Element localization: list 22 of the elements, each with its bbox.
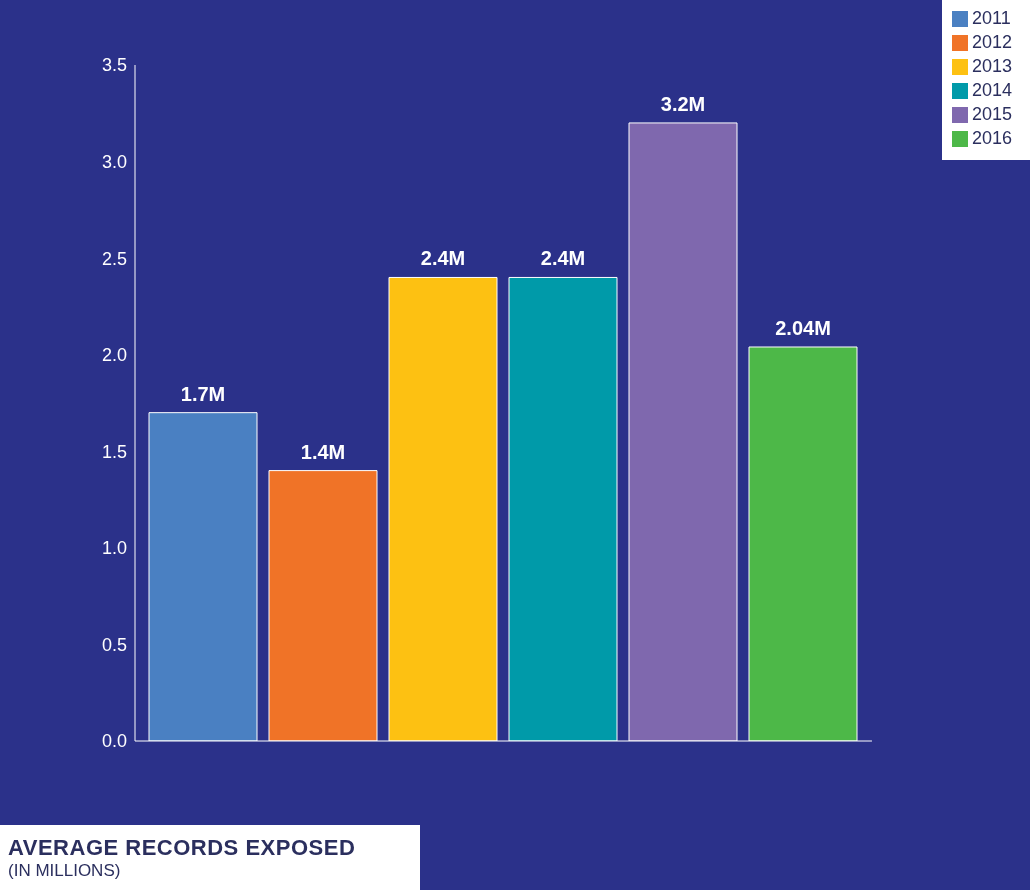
- data-label: 1.4M: [300, 440, 346, 463]
- text: AVERAGE RECORDS EXPOSED: [8, 835, 357, 861]
- y-tick-label: 2.5: [101, 248, 127, 269]
- y-tick-label: 0.5: [101, 634, 127, 655]
- legend-label: 2011: [971, 8, 1011, 28]
- data-label: 1.7M: [180, 382, 226, 405]
- y-tick-label: 3.5: [101, 55, 127, 76]
- data-label: 2.4M: [420, 247, 466, 270]
- legend-label: 2012: [971, 32, 1012, 52]
- y-tick-label: 1.5: [101, 441, 127, 462]
- legend-label: 2013: [971, 56, 1012, 76]
- legend-label: 2014: [971, 80, 1012, 100]
- y-tick-label: 1.0: [101, 538, 127, 559]
- data-label: 2.04M: [775, 316, 831, 339]
- data-label: 3.2M: [660, 92, 706, 115]
- data-label: 2.4M: [540, 247, 586, 270]
- legend-label: 2015: [971, 104, 1012, 124]
- text: (IN MILLIONS): [8, 861, 122, 881]
- y-tick-label: 0.0: [101, 731, 127, 752]
- legend-label: 2016: [971, 128, 1012, 148]
- y-tick-label: 3.0: [101, 151, 127, 172]
- y-tick-label: 2.0: [101, 345, 127, 366]
